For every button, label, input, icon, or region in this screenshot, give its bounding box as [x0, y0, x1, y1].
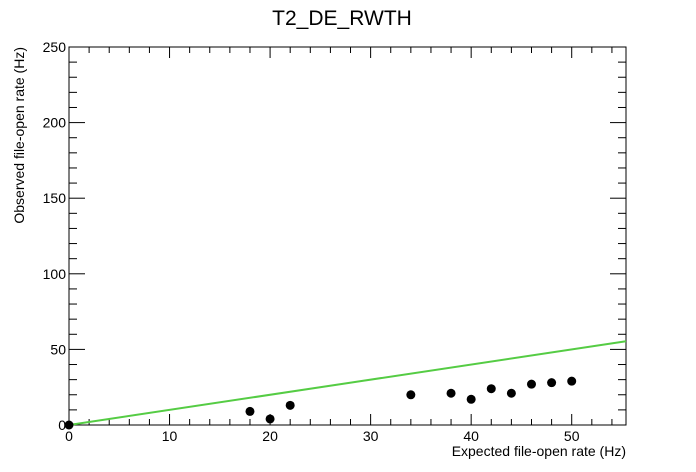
data-point — [526, 379, 536, 389]
chart-title: T2_DE_RWTH — [272, 7, 412, 30]
x-tick-label: 20 — [262, 428, 278, 444]
data-point — [486, 384, 496, 394]
y-axis-label: Observed file-open rate (Hz) — [11, 47, 27, 224]
data-point — [406, 390, 416, 400]
x-tick-labels: 0 10 20 30 40 50 — [65, 428, 580, 444]
x-tick-label: 0 — [65, 428, 73, 444]
y-tick-label: 100 — [43, 266, 67, 282]
data-point — [245, 406, 255, 416]
y-tick-label: 50 — [50, 341, 66, 357]
plot-frame — [68, 46, 627, 426]
x-axis-label: Expected file-open rate (Hz) — [452, 443, 626, 459]
data-point — [506, 388, 516, 398]
x-tick-label: 30 — [363, 428, 379, 444]
data-point — [446, 388, 456, 398]
series-lines — [68, 340, 627, 426]
x-tick-label: 10 — [162, 428, 178, 444]
x-tick-label: 40 — [463, 428, 479, 444]
x-tick-label: 50 — [564, 428, 580, 444]
reference-line — [68, 340, 627, 426]
data-point — [567, 376, 577, 386]
y-tick-label: 150 — [43, 190, 67, 206]
y-tick-label: 0 — [58, 417, 66, 433]
data-point — [64, 420, 74, 430]
y-tick-label: 200 — [43, 115, 67, 131]
data-point — [265, 414, 275, 424]
data-point — [285, 400, 295, 410]
series-points — [64, 376, 577, 430]
y-tick-label: 250 — [43, 39, 67, 55]
y-tick-labels: 0 50 100 150 200 250 — [43, 39, 67, 433]
axis-ticks — [68, 46, 626, 426]
data-point — [466, 394, 476, 404]
data-point — [547, 378, 557, 388]
